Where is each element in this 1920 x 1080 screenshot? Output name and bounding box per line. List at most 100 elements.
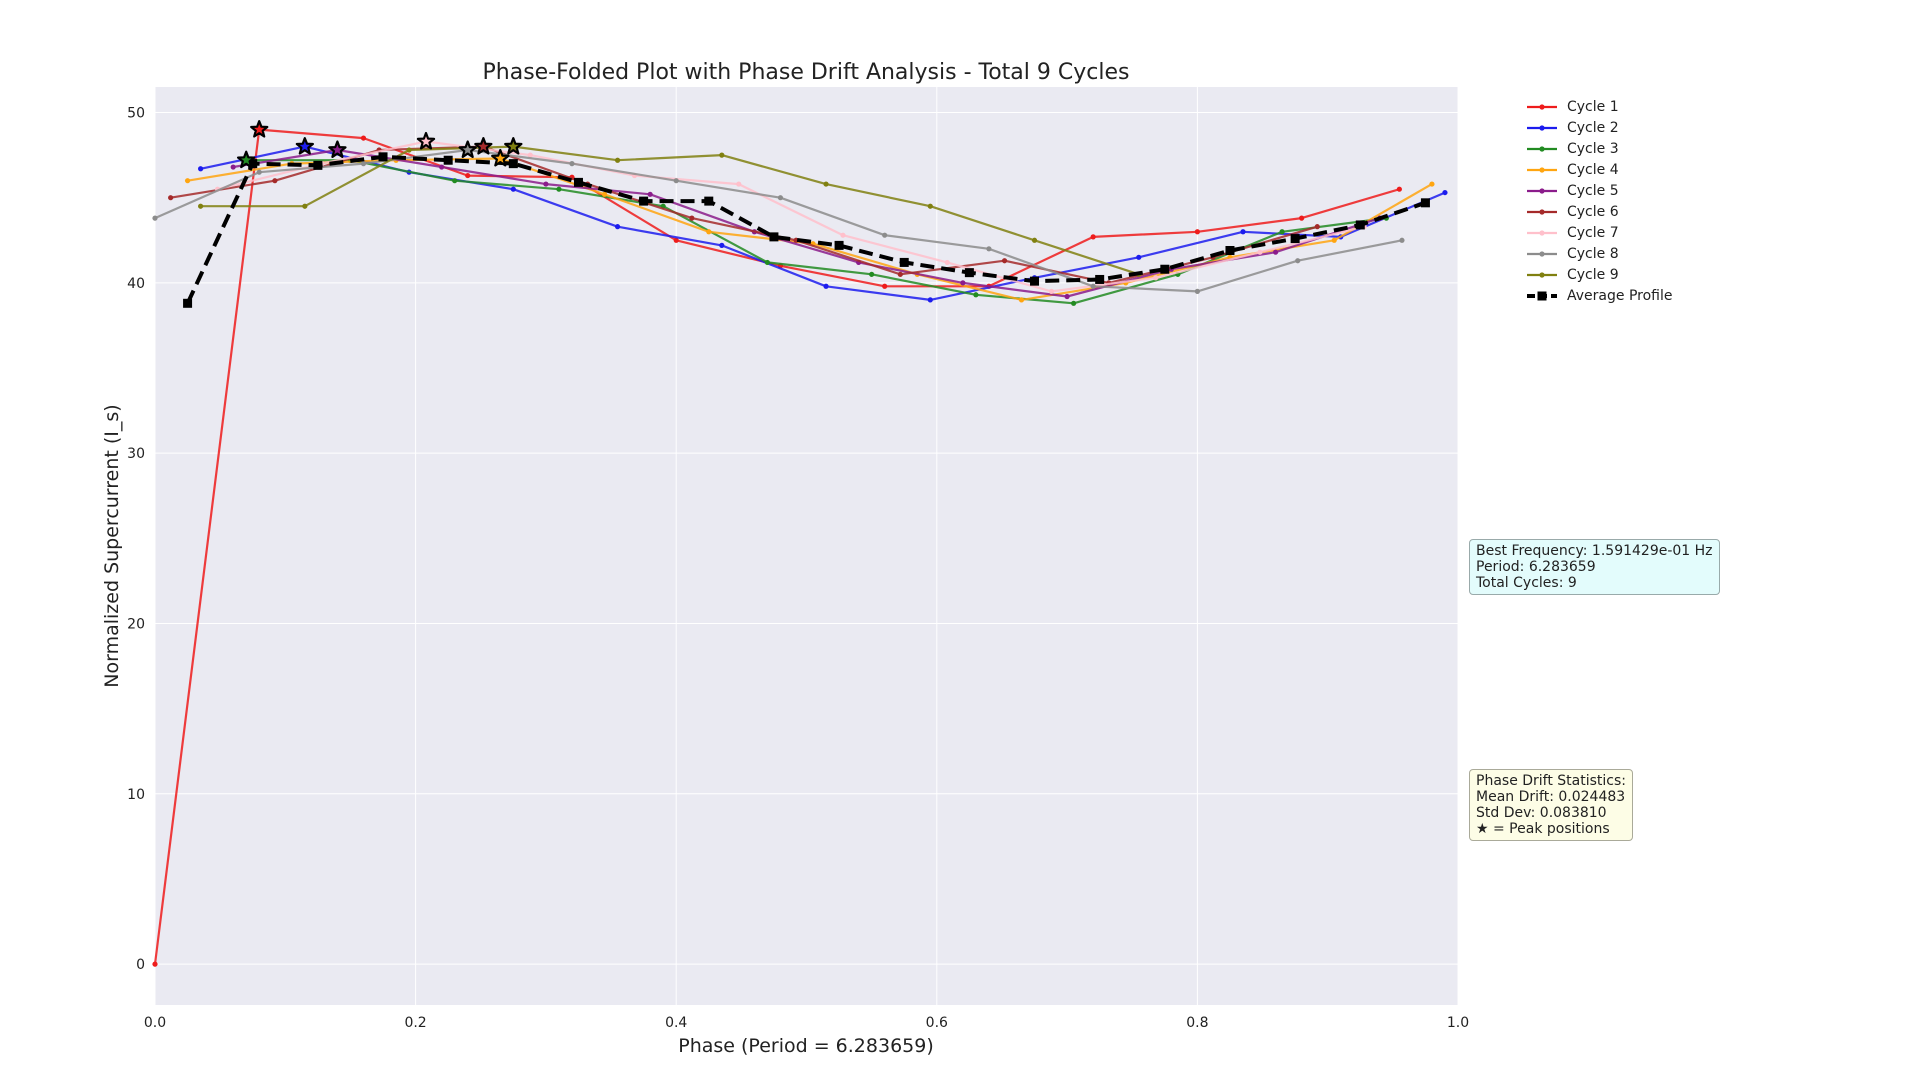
x-tick-label: 1.0 <box>1447 1015 1469 1031</box>
cycle-6-point <box>897 271 903 277</box>
cycle-6-point <box>1314 224 1320 230</box>
cycle-2-point <box>927 297 933 303</box>
average-profile-point <box>573 177 583 187</box>
legend-swatch-marker <box>1539 187 1545 194</box>
cycle-4-point <box>184 178 191 184</box>
average-profile-point <box>313 160 323 170</box>
average-profile-point <box>964 268 974 278</box>
cycle-8-point <box>1090 283 1096 289</box>
chart-title: Phase-Folded Plot with Phase Drift Analy… <box>483 60 1130 85</box>
drift-stats-heading: Phase Drift Statistics: <box>1476 773 1627 789</box>
cycle-5-point <box>439 164 445 170</box>
average-profile-point <box>704 196 714 206</box>
series-layer <box>152 126 1448 967</box>
cycle-8-point <box>1399 237 1405 243</box>
cycle-8-peak-star <box>458 140 477 158</box>
average-profile-point <box>1420 198 1430 208</box>
cycle-8-point <box>256 169 262 175</box>
legend-item-cycle-6: Cycle 6 <box>1525 201 1672 222</box>
legend-item-average-profile: Average Profile <box>1525 285 1672 306</box>
cycle-4-point <box>1018 297 1025 303</box>
x-axis-label: Phase (Period = 6.283659) <box>678 1035 934 1057</box>
legend-swatch-cycle-9 <box>1527 271 1557 278</box>
cycle-1-point <box>882 283 888 289</box>
legend-label: Cycle 4 <box>1567 161 1619 178</box>
cycle-8-point <box>152 215 158 221</box>
cycle-9-point <box>823 181 829 187</box>
cycle-6-peak-star <box>474 137 493 155</box>
cycle-9-point <box>198 203 204 209</box>
legend-swatch-marker <box>1537 291 1547 300</box>
cycle-1-point <box>1090 234 1096 240</box>
cycle-6-point <box>1001 258 1008 264</box>
legend-item-cycle-1: Cycle 1 <box>1525 96 1672 117</box>
cycle-7-line <box>217 140 1365 293</box>
cycle-9-point <box>614 157 621 163</box>
average-profile-point <box>1160 264 1170 274</box>
legend-swatch-cycle-1 <box>1527 103 1557 110</box>
cycle-7-point <box>527 152 533 158</box>
legend-swatch-cycle-3 <box>1527 145 1557 152</box>
cycle-6-point <box>689 215 695 221</box>
cycle-7-point <box>1048 288 1055 294</box>
average-profile-point <box>834 240 844 250</box>
cycle-1-point <box>465 172 471 179</box>
cycle-3-point <box>452 178 458 184</box>
cycle-8-point <box>1295 258 1301 264</box>
best-frequency-text: Best Frequency: 1.591429e-01 Hz <box>1476 543 1713 559</box>
cycle-8-point <box>673 178 679 184</box>
cycle-1-point <box>1396 186 1402 192</box>
cycle-8-point <box>569 161 575 167</box>
cycle-7-point <box>736 181 742 187</box>
y-tick-labels: 0 10 20 30 40 50 <box>127 106 145 974</box>
cycle-9-line <box>200 145 1140 276</box>
y-tick-label: 40 <box>127 276 145 292</box>
legend-item-cycle-2: Cycle 2 <box>1525 117 1672 138</box>
average-profile-point <box>769 232 779 242</box>
x-tick-label: 0.4 <box>665 1015 687 1031</box>
cycle-3-point <box>869 271 875 277</box>
cycle-3-point <box>1071 300 1077 306</box>
y-tick-label: 30 <box>127 446 145 462</box>
cycle-7-point <box>840 232 846 238</box>
cycle-5-point <box>647 191 653 197</box>
cycle-8-point <box>882 232 888 238</box>
x-tick-label: 0.8 <box>1186 1015 1208 1031</box>
cycle-5-point <box>230 164 236 170</box>
average-profile-line <box>185 154 1427 305</box>
cycle-9-peak-star <box>504 137 523 155</box>
mean-drift-text: Mean Drift: 0.024483 <box>1476 789 1626 805</box>
cycle-2-point <box>198 166 204 172</box>
average-profile-point <box>248 159 258 169</box>
legend-item-cycle-9: Cycle 9 <box>1525 264 1672 285</box>
legend-swatch-cycle-8 <box>1527 250 1557 257</box>
average-profile-point <box>1030 276 1040 286</box>
cycle-4-peak-star <box>491 148 510 167</box>
x-tick-label: 0.0 <box>144 1015 166 1031</box>
average-profile-point <box>1225 246 1235 256</box>
cycle-8-point <box>986 246 992 252</box>
cycle-3-point <box>1279 229 1285 235</box>
legend-swatch-marker <box>1539 250 1545 257</box>
peak-markers <box>237 120 523 169</box>
legend-swatch-marker <box>1539 145 1545 152</box>
legend-label: Cycle 7 <box>1567 224 1619 241</box>
cycle-2-point <box>823 283 829 289</box>
average-profile-point <box>1095 274 1105 284</box>
legend-swatch-cycle-5 <box>1527 187 1557 194</box>
legend: Cycle 1 Cycle 2 Cycle 3 Cycle 4 Cycle 5 Cycle… <box>1525 96 1672 306</box>
cycle-6-point <box>168 195 174 201</box>
cycle-8-point <box>360 161 367 167</box>
legend-swatch-cycle-4 <box>1527 166 1557 173</box>
legend-item-cycle-4: Cycle 4 <box>1525 159 1672 180</box>
cycle-9-point <box>1031 237 1038 243</box>
x-tick-labels: 0.0 0.2 0.4 0.6 0.8 1.0 <box>144 1015 1469 1031</box>
x-tick-label: 0.2 <box>404 1015 426 1031</box>
cycle-9-point <box>406 147 412 153</box>
cycle-7-peak-star <box>416 131 436 150</box>
legend-label: Cycle 1 <box>1567 98 1619 115</box>
y-tick-label: 0 <box>136 957 145 973</box>
legend-swatch-marker <box>1539 103 1545 110</box>
cycle-1-point <box>1194 229 1200 235</box>
average-profile-point <box>899 257 909 267</box>
